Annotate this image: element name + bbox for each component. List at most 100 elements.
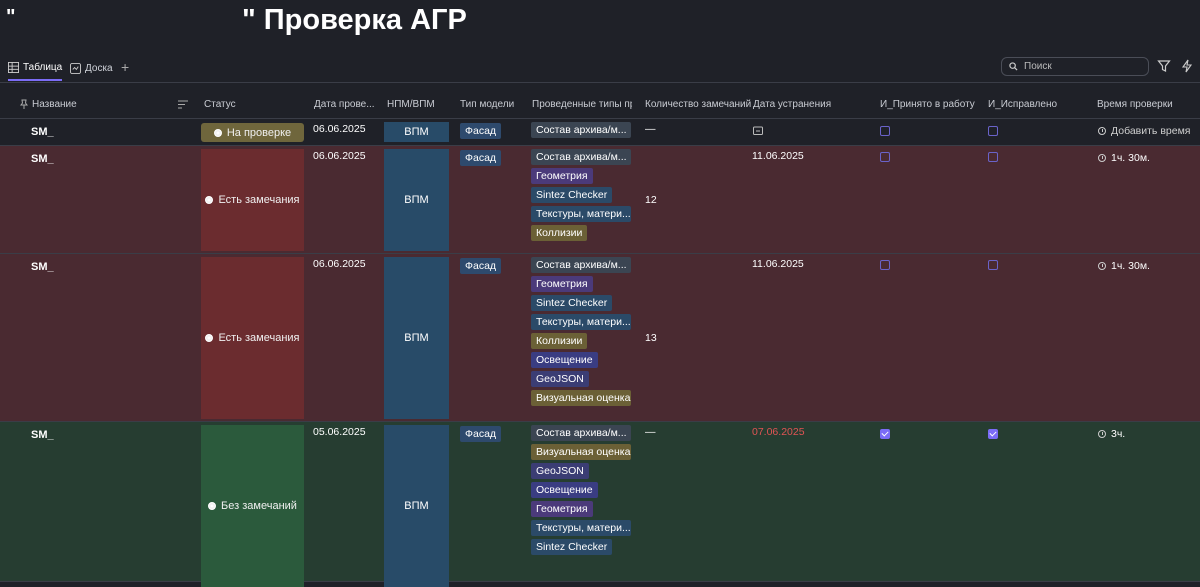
time-cell[interactable]: 3ч. <box>1098 428 1125 440</box>
table-icon <box>8 62 19 73</box>
time-cell[interactable]: 1ч. 30м. <box>1098 260 1150 272</box>
column-header-time[interactable]: Время проверки <box>1097 99 1173 110</box>
fix-date[interactable]: 07.06.2025 <box>752 426 805 438</box>
search-input[interactable] <box>1024 61 1134 72</box>
row-name[interactable]: SM_ <box>31 429 54 441</box>
npm-label: ВПМ <box>404 126 429 138</box>
npm-cell[interactable]: ВПМ <box>384 122 449 142</box>
status-badge[interactable]: Без замечаний <box>201 425 304 587</box>
tab-table[interactable]: Таблица <box>8 56 63 81</box>
lightning-icon[interactable] <box>1180 59 1194 73</box>
column-header-remarks[interactable]: Количество замечаний <box>645 99 752 110</box>
accepted-checkbox[interactable] <box>880 429 890 439</box>
check-type-tag: Sintez Checker <box>531 187 613 203</box>
check-types-tags[interactable]: Состав архива/м... Визуальная оценка Geo… <box>531 425 631 555</box>
time-cell[interactable]: 1ч. 30м. <box>1098 152 1150 164</box>
fix-date[interactable]: 11.06.2025 <box>752 150 804 162</box>
fixed-checkbox[interactable] <box>988 429 998 439</box>
column-header-check-types[interactable]: Проведенные типы пр... <box>532 99 632 110</box>
status-dot-icon <box>205 196 214 204</box>
check-types-tags[interactable]: Состав архива/м... Геометрия Sintez Chec… <box>531 257 631 406</box>
check-type-tag: Текстуры, матери... <box>531 314 631 330</box>
check-type-tag: Коллизии <box>531 225 588 241</box>
tab-board[interactable]: Доска <box>70 56 113 80</box>
column-header-check-date[interactable]: Дата прове... <box>314 99 375 110</box>
column-header-fixed[interactable]: И_Исправлено <box>988 99 1058 110</box>
status-label: Есть замечания <box>218 194 300 206</box>
status-label: На проверке <box>226 126 292 139</box>
npm-label: ВПМ <box>404 194 429 206</box>
fixed-checkbox[interactable] <box>988 260 998 270</box>
check-type-tag: Геометрия <box>531 276 593 292</box>
clock-icon <box>1098 262 1106 270</box>
check-type-tag: Геометрия <box>531 501 593 517</box>
check-date[interactable]: 05.06.2025 <box>313 426 366 438</box>
remarks-count[interactable]: 12 <box>645 194 657 206</box>
check-type-tag: Визуальная оценка <box>531 390 631 406</box>
check-type-tag: Геометрия <box>531 168 593 184</box>
search-icon <box>1009 62 1018 71</box>
remarks-count[interactable]: 13 <box>645 332 657 344</box>
row-name[interactable]: SM_ <box>31 153 54 165</box>
clock-icon <box>1098 430 1106 438</box>
tab-table-label: Таблица <box>23 62 63 73</box>
model-type-tag[interactable]: Фасад <box>460 258 502 274</box>
sort-icon[interactable] <box>178 100 188 109</box>
column-header-name[interactable]: Название <box>32 99 77 110</box>
remarks-count[interactable]: — <box>645 426 656 438</box>
column-header-npm[interactable]: НПМ/ВПМ <box>387 99 435 110</box>
model-type-tag[interactable]: Фасад <box>460 150 502 166</box>
column-header-status[interactable]: Статус <box>204 99 236 110</box>
check-date[interactable]: 06.06.2025 <box>313 150 366 162</box>
accepted-checkbox[interactable] <box>880 152 890 162</box>
status-dot-icon <box>208 502 217 510</box>
table-row[interactable]: SM_ На проверке 06.06.2025 ВПМ Фасад Сос… <box>0 119 1200 146</box>
table-row[interactable]: SM_ Без замечаний 05.06.2025 ВПМ Фасад С… <box>0 422 1200 587</box>
check-date[interactable]: 06.06.2025 <box>313 123 366 135</box>
table-header: Название Статус Дата прове... НПМ/ВПМ Ти… <box>0 92 1200 119</box>
check-type-tag: Состав архива/м... <box>531 257 631 273</box>
page-title[interactable]: " Проверка АГР <box>242 4 467 36</box>
npm-cell[interactable]: ВПМ <box>384 425 449 587</box>
fixed-checkbox[interactable] <box>988 152 998 162</box>
page-header: " " Проверка АГР <box>0 0 1200 50</box>
accepted-checkbox[interactable] <box>880 126 890 136</box>
accepted-checkbox[interactable] <box>880 260 890 270</box>
time-cell[interactable]: Добавить время <box>1098 125 1190 137</box>
check-type-tag: GeoJSON <box>531 463 589 479</box>
model-type-tag[interactable]: Фасад <box>460 123 502 139</box>
check-type-tag: Состав архива/м... <box>531 149 631 165</box>
table-row[interactable]: SM_ Есть замечания 06.06.2025 ВПМ Фасад … <box>0 146 1200 254</box>
check-type-tag: Коллизии <box>531 333 588 349</box>
npm-cell[interactable]: ВПМ <box>384 257 449 419</box>
column-header-fix-date[interactable]: Дата устранения <box>753 99 832 110</box>
check-type-tag: GeoJSON <box>531 371 589 387</box>
calendar-icon[interactable] <box>753 126 763 135</box>
filter-icon[interactable] <box>1157 59 1171 73</box>
time-value: 3ч. <box>1111 428 1126 440</box>
column-header-model-type[interactable]: Тип модели <box>460 99 515 110</box>
fixed-checkbox[interactable] <box>988 126 998 136</box>
row-name[interactable]: SM_ <box>31 126 54 138</box>
search-box[interactable] <box>1001 57 1149 76</box>
table-row[interactable]: SM_ Есть замечания 06.06.2025 ВПМ Фасад … <box>0 254 1200 422</box>
board-icon <box>70 62 81 74</box>
check-types-tags[interactable]: Состав архива/м... Геометрия Sintez Chec… <box>531 149 631 241</box>
status-badge[interactable]: Есть замечания <box>201 149 304 251</box>
row-name[interactable]: SM_ <box>31 261 54 273</box>
column-header-accepted[interactable]: И_Принято в работу <box>880 99 975 110</box>
model-type-tag[interactable]: Фасад <box>460 426 502 442</box>
remarks-count[interactable]: — <box>645 123 656 135</box>
check-type-tag: Освещение <box>531 352 598 368</box>
check-date[interactable]: 06.06.2025 <box>313 258 366 270</box>
check-type-tag: Освещение <box>531 482 598 498</box>
fix-date[interactable]: 11.06.2025 <box>752 258 804 270</box>
add-view-button[interactable]: + <box>121 59 130 75</box>
time-value: 1ч. 30м. <box>1111 152 1150 164</box>
npm-cell[interactable]: ВПМ <box>384 149 449 251</box>
status-badge[interactable]: На проверке <box>201 123 304 142</box>
status-badge[interactable]: Есть замечания <box>201 257 304 419</box>
pin-icon <box>20 99 28 109</box>
page-icon[interactable]: " <box>6 6 16 28</box>
check-types-tags[interactable]: Состав архива/м... <box>531 122 631 138</box>
